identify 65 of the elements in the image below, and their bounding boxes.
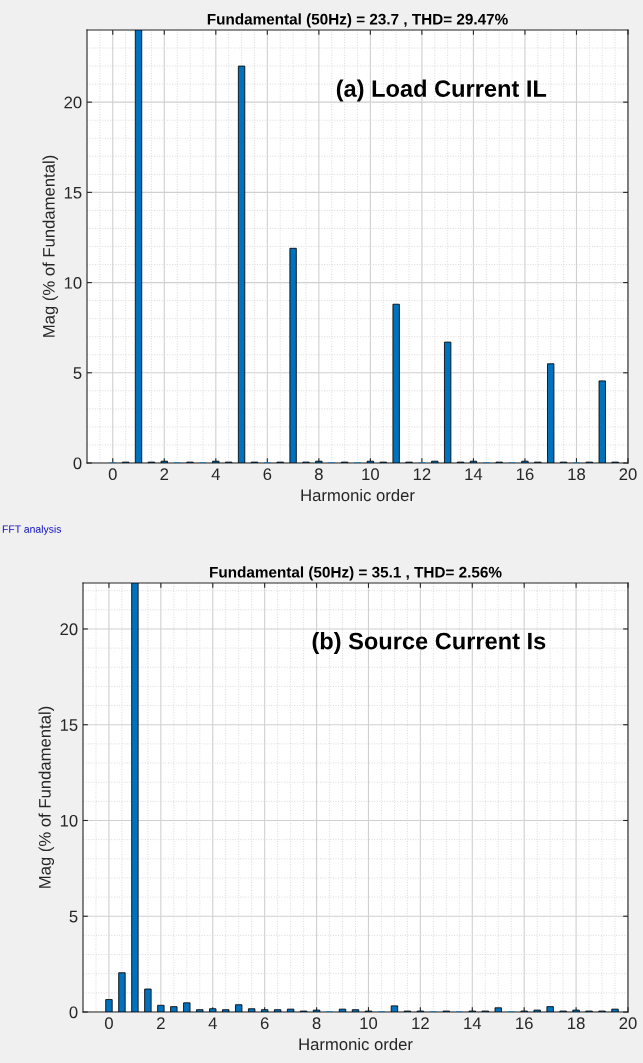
- x-tick-label: 16: [516, 1017, 533, 1030]
- x-axis-title: Harmonic order: [299, 1037, 413, 1051]
- annotation: (a) Load Current IL: [336, 79, 547, 102]
- x-tick-label: 4: [211, 468, 220, 480]
- y-tick-label: 10: [64, 276, 82, 289]
- bar: [134, 30, 143, 463]
- annotation: (b) Source Current Is: [312, 632, 546, 655]
- bar: [392, 303, 400, 463]
- x-tick-label: 12: [413, 468, 431, 480]
- x-tick-label: 10: [360, 1017, 378, 1030]
- bar: [390, 1005, 399, 1012]
- bar: [289, 247, 297, 463]
- bar: [351, 1009, 360, 1012]
- x-tick-label: 20: [619, 468, 637, 481]
- x-tick-label: 0: [108, 468, 117, 481]
- chart-title: Fundamental (50Hz) = 23.7 , THD= 29.47%: [207, 13, 508, 28]
- bar: [170, 1006, 178, 1012]
- chart-title: Fundamental (50Hz) = 35.1 , THD= 2.56%: [210, 566, 502, 581]
- x-tick-label: 10: [362, 468, 379, 481]
- x-tick-label: 8: [314, 468, 323, 481]
- y-tick-label: 0: [73, 457, 82, 470]
- y-tick-label: 15: [64, 186, 82, 199]
- bar: [196, 1009, 204, 1012]
- bar: [338, 1008, 347, 1012]
- bar: [237, 65, 246, 463]
- y-axis-title: Mag (% of Fundamental): [38, 706, 55, 888]
- bar: [273, 1009, 282, 1012]
- bar: [286, 1008, 295, 1012]
- bar: [547, 363, 555, 463]
- x-tick-label: 16: [516, 468, 534, 481]
- y-tick-label: 15: [60, 719, 78, 731]
- y-tick-label: 10: [60, 814, 78, 827]
- bar: [611, 1008, 619, 1012]
- bar: [248, 1008, 256, 1012]
- x-tick-label: 0: [104, 1017, 113, 1030]
- bar: [118, 972, 126, 1012]
- y-tick-label: 20: [64, 96, 82, 109]
- y-axis-title: Mag (% of Fundamental): [42, 155, 59, 337]
- x-tick-label: 6: [260, 1017, 269, 1030]
- y-tick-label: 0: [69, 1006, 78, 1019]
- y-tick-label: 5: [69, 910, 78, 923]
- x-tick-label: 18: [568, 1017, 585, 1030]
- y-tick-label: 5: [73, 367, 82, 379]
- text: FFT analysis: [2, 525, 62, 535]
- x-tick-label: 20: [619, 1017, 637, 1030]
- x-tick-label: 12: [412, 1017, 429, 1029]
- x-tick-label: 2: [160, 468, 169, 480]
- x-tick-label: 14: [465, 468, 483, 480]
- bar: [444, 341, 452, 463]
- x-tick-label: 6: [263, 468, 272, 481]
- bar: [105, 999, 113, 1012]
- bar: [235, 1004, 243, 1012]
- x-tick-label: 2: [157, 1017, 165, 1029]
- x-tick-label: 8: [312, 1017, 321, 1030]
- y-tick-label: 20: [60, 623, 78, 636]
- x-tick-label: 14: [464, 1017, 482, 1029]
- x-tick-label: 18: [568, 468, 586, 481]
- bar: [546, 1006, 554, 1012]
- x-tick-label: 4: [208, 1017, 217, 1029]
- bar: [598, 380, 606, 463]
- x-axis-title: Harmonic order: [301, 488, 415, 502]
- bar: [183, 1002, 191, 1012]
- bar: [222, 1009, 230, 1012]
- bar: [494, 1007, 502, 1012]
- bar: [144, 988, 152, 1012]
